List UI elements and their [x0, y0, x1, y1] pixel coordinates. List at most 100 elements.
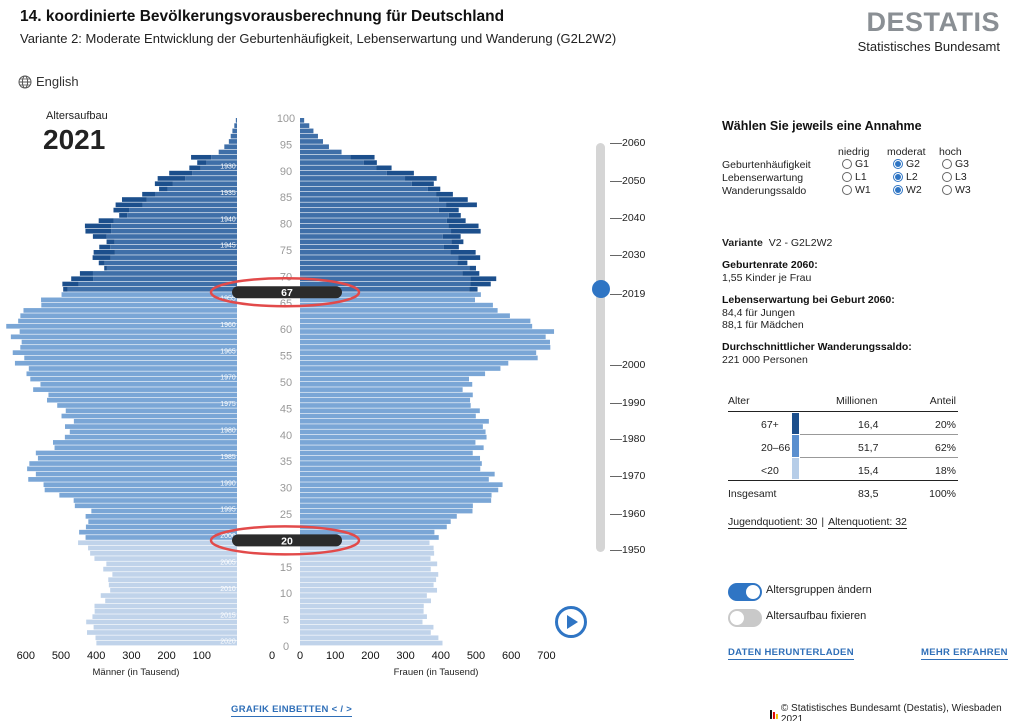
- bar-women: [300, 450, 473, 456]
- learn-more-link[interactable]: MEHR ERFAHREN: [921, 647, 1008, 660]
- bar-women-overlay: [450, 250, 476, 255]
- bar-women: [300, 271, 463, 276]
- bar-women: [300, 234, 443, 239]
- radio-label: L3: [955, 171, 967, 183]
- bar-men: [106, 561, 237, 567]
- bar-men: [27, 466, 237, 472]
- embed-graphic-link[interactable]: GRAFIK EINBETTEN < / >: [231, 704, 353, 717]
- old-quotient[interactable]: Altenquotient: 32: [828, 516, 907, 529]
- bar-women-overlay: [446, 202, 477, 208]
- bar-women-overlay: [469, 286, 478, 292]
- age-label: 55: [280, 351, 292, 363]
- slider-tick: [610, 294, 622, 295]
- bar-men: [10, 334, 237, 340]
- row-share: 18%: [934, 465, 956, 477]
- toggle-change-groups[interactable]: [728, 583, 762, 601]
- slider-year-label: 2030: [622, 249, 646, 261]
- copyright-text: © Statistisches Bundesamt (Destatis), Wi…: [780, 703, 1002, 721]
- download-data-link[interactable]: DATEN HERUNTERLADEN: [728, 647, 854, 660]
- bar-men-overlay: [157, 176, 186, 181]
- play-button[interactable]: [555, 606, 587, 638]
- bar-women: [300, 223, 449, 229]
- age-label: 25: [280, 509, 292, 521]
- x-tick-left: 500: [52, 650, 70, 662]
- header-age: Alter: [728, 395, 750, 407]
- radio-l3[interactable]: L3: [942, 171, 967, 183]
- radio-circle[interactable]: [893, 159, 903, 169]
- bar-women: [300, 165, 377, 171]
- radio-circle[interactable]: [842, 172, 852, 182]
- bar-women: [300, 228, 452, 234]
- radio-l1[interactable]: L1: [842, 171, 867, 183]
- x-tick-right: 0: [297, 650, 303, 662]
- level-moderate: moderat: [887, 146, 926, 158]
- bar-women: [300, 461, 482, 466]
- radio-circle[interactable]: [842, 159, 852, 169]
- radio-circle[interactable]: [942, 159, 952, 169]
- bar-women: [300, 154, 351, 160]
- bar-women: [300, 640, 443, 646]
- bar-men: [47, 397, 238, 403]
- toggle-knob: [746, 585, 760, 599]
- age-label: 15: [280, 562, 292, 574]
- bar-men: [24, 355, 237, 361]
- bar-men: [108, 577, 237, 583]
- slider-tick: [610, 218, 622, 219]
- bar-women: [300, 323, 533, 329]
- assumption-label: Lebenserwartung: [722, 172, 804, 184]
- population-pyramid: 1009590858075706560555045403530252015105…: [6, 113, 556, 678]
- bar-women: [300, 250, 451, 255]
- radio-w3[interactable]: W3: [942, 184, 971, 196]
- youth-quotient[interactable]: Jugendquotient: 30: [728, 516, 818, 529]
- assumptions-heading: Wählen Sie jeweils eine Annahme: [722, 119, 922, 133]
- bar-men: [88, 519, 237, 524]
- bar-men: [52, 440, 237, 445]
- age-label: 75: [280, 245, 292, 257]
- bar-men: [85, 514, 237, 519]
- bar-women-overlay: [411, 181, 434, 187]
- destatis-logo[interactable]: DESTATIS Statistisches Bundesamt: [840, 8, 1000, 54]
- radio-circle[interactable]: [893, 172, 903, 182]
- radio-g1[interactable]: G1: [842, 158, 869, 170]
- year-slider-track[interactable]: [596, 143, 605, 552]
- radio-g2[interactable]: G2: [893, 158, 920, 170]
- bar-women-overlay: [458, 255, 481, 260]
- radio-circle[interactable]: [942, 185, 952, 195]
- bar-women-overlay: [386, 170, 414, 176]
- toggle-fix-structure[interactable]: [728, 609, 762, 627]
- bar-men: [59, 492, 238, 498]
- radio-w1[interactable]: W1: [842, 184, 871, 196]
- bar-men: [65, 424, 238, 429]
- age-axis-strip: [237, 114, 300, 650]
- bar-men: [30, 376, 238, 382]
- bar-men: [146, 197, 237, 202]
- bar-men-overlay: [79, 271, 93, 276]
- marker-upper-value: 67: [281, 287, 293, 299]
- radio-label: W3: [955, 184, 971, 196]
- bar-women: [300, 392, 473, 398]
- bar-women-overlay: [462, 271, 480, 276]
- bar-women: [300, 292, 481, 297]
- assumption-label: Wanderungssaldo: [722, 185, 807, 197]
- bar-men-overlay: [98, 218, 114, 223]
- bar-men: [23, 308, 238, 313]
- birth-year-label: 1945: [220, 243, 236, 250]
- slider-year-label: 1980: [622, 433, 646, 445]
- age-label: 10: [280, 588, 292, 600]
- radio-circle[interactable]: [893, 185, 903, 195]
- bar-men: [43, 482, 237, 487]
- bar-women-overlay: [376, 165, 392, 171]
- radio-g3[interactable]: G3: [942, 158, 969, 170]
- level-high: hoch: [939, 146, 962, 158]
- birth-year-label: 1960: [220, 322, 236, 329]
- language-switch[interactable]: English: [18, 74, 79, 89]
- radio-l2[interactable]: L2: [893, 171, 918, 183]
- year-slider-thumb[interactable]: [592, 280, 610, 298]
- radio-circle[interactable]: [942, 172, 952, 182]
- slider-tick: [610, 255, 622, 256]
- birth-year-label: 1955: [220, 296, 236, 303]
- radio-circle[interactable]: [842, 185, 852, 195]
- bar-women: [300, 387, 463, 392]
- bar-women: [300, 318, 531, 324]
- radio-w2[interactable]: W2: [893, 184, 922, 196]
